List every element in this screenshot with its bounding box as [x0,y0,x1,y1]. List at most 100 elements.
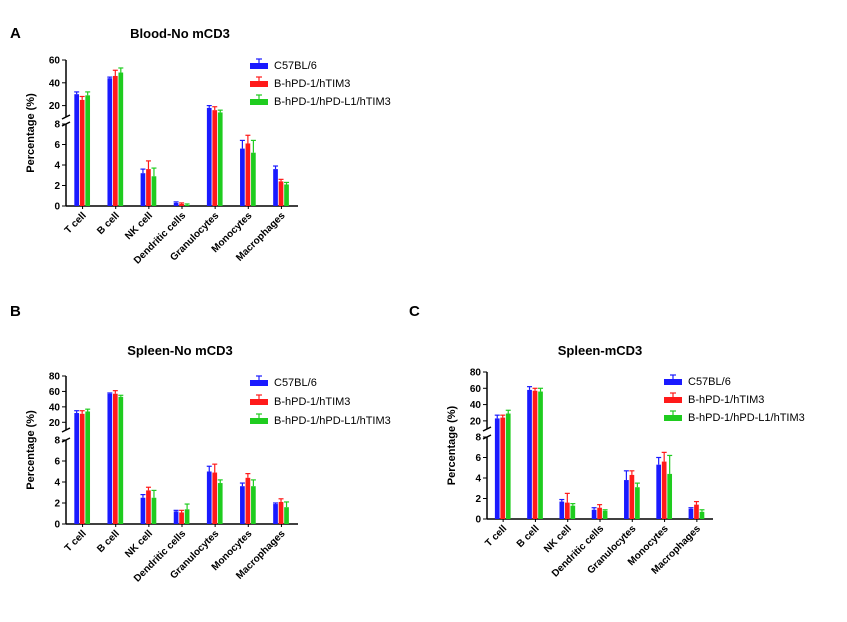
legend-entry: B-hPD-1/hPD-L1/hTIM3 [274,96,391,108]
y-tick-label: 4 [475,474,481,485]
bar [273,504,278,524]
bar [85,95,91,206]
legend-swatch [250,63,268,69]
bar [591,509,597,519]
y-tick-label: 60 [49,387,61,398]
bar [538,391,543,519]
chart-title: Spleen-mCD3 [558,343,643,358]
bar [184,509,190,524]
bar [624,480,629,519]
y-tick-label: 6 [54,140,60,151]
y-tick-label: 40 [49,78,61,89]
bar [206,471,212,524]
legend-swatch [664,415,682,421]
bar [559,501,565,519]
bar [107,78,113,206]
legend-swatch [250,399,268,405]
axis-break-mark [482,426,492,432]
legend-entry: B-hPD-1/hPD-L1/hTIM3 [688,412,805,424]
x-tick-label: NK cell [542,523,574,555]
chart-title: Blood-No mCD3 [130,26,230,41]
legend-entry: B-hPD-1/hTIM3 [274,78,350,90]
bar [656,464,662,519]
y-tick-label: 2 [475,494,481,505]
bar [79,413,85,524]
x-tick-label: T cell [483,523,509,549]
bar [570,505,576,519]
y-tick-label: 80 [470,368,482,379]
legend-swatch [250,81,268,87]
bar [278,501,284,524]
y-tick-label: 40 [49,402,61,413]
bar [79,99,85,206]
bar [245,477,251,524]
bar [273,169,278,206]
y-tick-label: 8 [54,120,60,131]
chart-panel-b: B Spleen-No mCD3 0 2 4 6 8 20 40 60 80 Percentage (… [10,303,391,584]
bar [694,504,699,519]
legend-entry: C57BL/6 [274,60,317,72]
legend-entry: B-hPD-1/hTIM3 [688,394,764,406]
x-tick-label: NK cell [123,210,155,242]
bar [179,512,184,524]
bar [173,202,179,206]
bar [74,413,80,524]
y-tick-label: 20 [49,101,61,112]
bar [151,497,157,524]
axis-break-mark [61,427,71,433]
y-tick-label: 60 [49,56,61,67]
y-tick-label: 0 [54,202,60,213]
bar [140,173,146,206]
y-tick-label: 80 [49,372,61,383]
bar [602,510,608,519]
legend-swatch [664,379,682,385]
bar [494,418,500,519]
bar [212,472,218,524]
bar [85,411,91,524]
bar [146,169,151,206]
bar [688,508,694,519]
bar [217,112,223,206]
axis-break-mark [61,114,71,120]
bar [527,389,532,519]
y-tick-label: 8 [54,436,60,447]
bar [240,148,245,206]
bar [629,474,635,519]
y-tick-label: 2 [54,499,60,510]
bar [597,507,602,519]
x-tick-label: B cell [95,210,122,237]
bar [179,203,184,206]
bar [112,75,118,207]
bar [184,204,190,206]
bar [245,143,251,206]
y-tick-label: 20 [49,418,61,429]
bar [240,486,245,524]
bar [151,176,157,206]
bar [112,393,118,524]
y-tick-label: 8 [475,433,481,444]
legend-swatch [250,418,268,424]
bar [505,413,511,519]
legend-swatch [250,380,268,386]
bar [206,107,212,206]
bar [635,487,640,519]
bar [173,511,179,524]
panel-label: B [10,303,21,320]
y-tick-label: 0 [475,515,481,526]
bar [140,497,146,524]
legend-entry: C57BL/6 [688,376,731,388]
x-tick-label: NK cell [123,528,155,560]
y-tick-label: 20 [470,416,482,427]
bar [699,511,705,519]
y-tick-label: 6 [54,457,60,468]
y-axis-label: Percentage (%) [25,93,37,173]
y-tick-label: 6 [475,453,481,464]
panel-label: A [10,25,21,42]
bar [118,72,124,206]
bar [251,486,256,524]
bar [212,110,218,206]
chart-title: Spleen-No mCD3 [127,343,232,358]
bar [284,507,289,524]
bar [564,502,570,519]
